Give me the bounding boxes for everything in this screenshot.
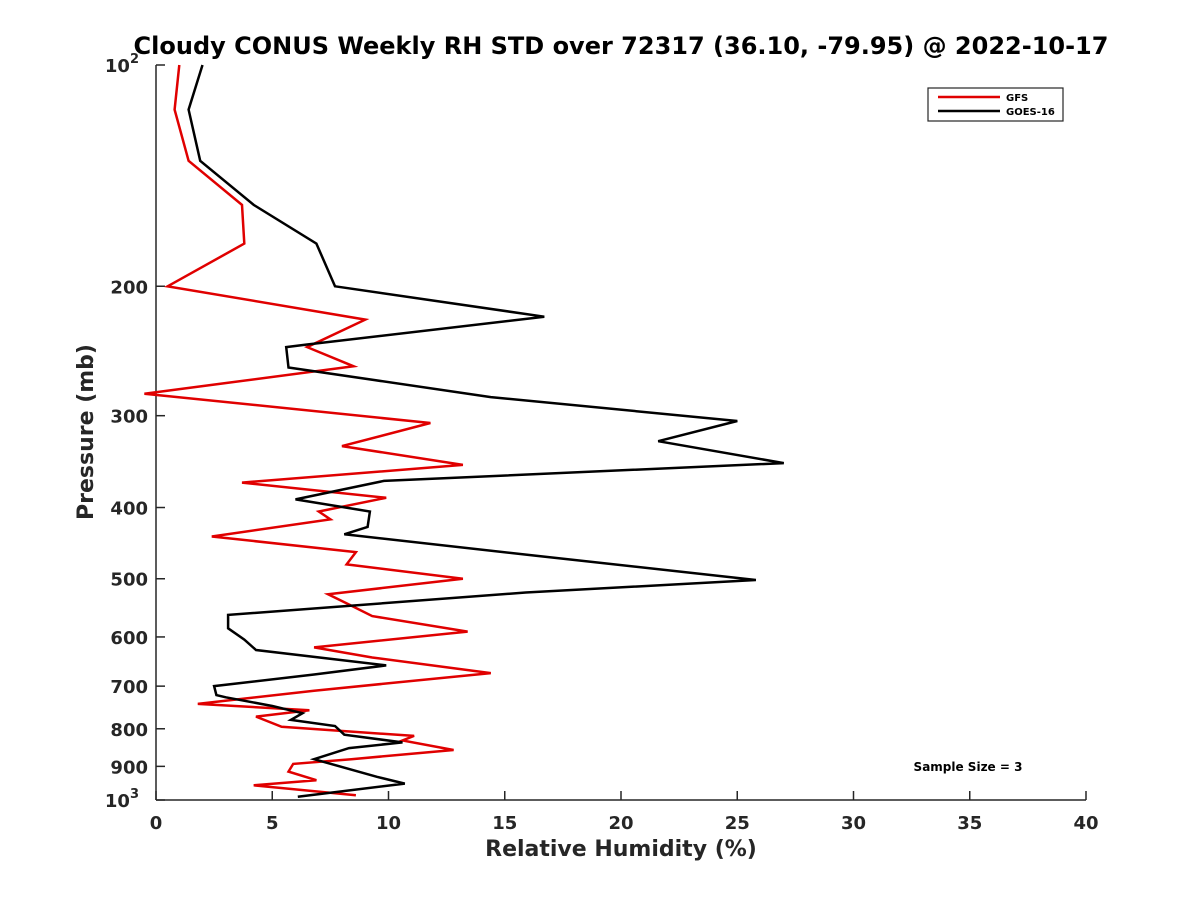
- chart-title: Cloudy CONUS Weekly RH STD over 72317 (3…: [134, 32, 1109, 60]
- x-axis-label: Relative Humidity (%): [485, 837, 757, 862]
- y-tick-label: 900: [110, 757, 148, 778]
- legend-label-gfs: GFS: [1006, 93, 1028, 104]
- x-tick-label: 10: [376, 813, 401, 834]
- y-tick-label: 700: [110, 677, 148, 698]
- series-line-goes16: [187, 64, 785, 799]
- legend-box: [927, 87, 1064, 122]
- x-tick-label: 30: [841, 813, 866, 834]
- x-tick-label: 15: [492, 813, 517, 834]
- legend: GFS GOES-16: [927, 87, 1064, 122]
- x-tick-label: 0: [150, 813, 163, 834]
- plot-area: 0 5 10 15 20 25 30 35 40 102 200 300 400 500 600 700 80…: [105, 52, 1099, 834]
- y-tick-label: 200: [110, 277, 148, 298]
- y-tick-label: 600: [110, 628, 148, 649]
- y-tick-label: 500: [110, 570, 148, 591]
- x-tick-label: 40: [1073, 813, 1098, 834]
- series-line-gfs: [144, 64, 491, 797]
- x-tick-label: 25: [725, 813, 750, 834]
- y-tick-label: 102: [105, 52, 139, 77]
- x-tick-label: 35: [957, 813, 982, 834]
- x-tick-label: 20: [608, 813, 633, 834]
- x-ticks: 0 5 10 15 20 25 30 35 40: [150, 791, 1099, 834]
- series-layer: [144, 64, 785, 799]
- x-tick-label: 5: [266, 813, 279, 834]
- y-ticks: 102 200 300 400 500 600 700 800 900 103: [105, 52, 165, 812]
- sample-size-annotation: Sample Size = 3: [914, 760, 1023, 774]
- y-axis-label: Pressure (mb): [74, 344, 99, 520]
- y-tick-label: 800: [110, 720, 148, 741]
- y-tick-label: 103: [105, 787, 139, 812]
- y-tick-label: 400: [110, 499, 148, 520]
- y-tick-label: 300: [110, 407, 148, 428]
- legend-label-goes16: GOES-16: [1006, 107, 1055, 118]
